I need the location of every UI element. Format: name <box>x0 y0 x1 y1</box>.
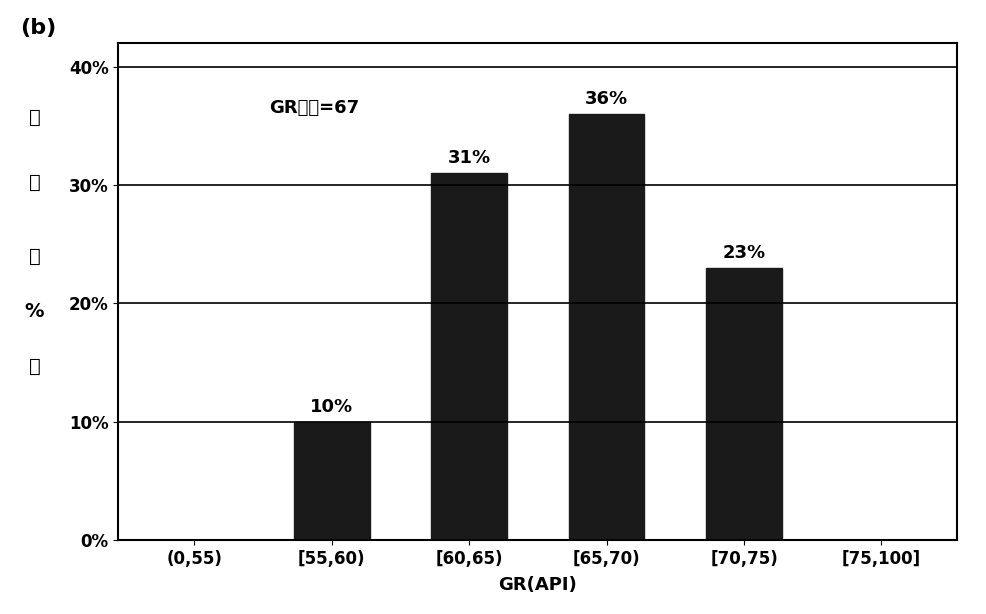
Text: 率: 率 <box>29 173 40 192</box>
Text: 31%: 31% <box>448 149 490 167</box>
Bar <box>431 173 507 540</box>
Text: 频: 频 <box>29 108 40 127</box>
Text: （: （ <box>29 247 40 266</box>
Text: 10%: 10% <box>310 398 353 416</box>
Text: 23%: 23% <box>722 244 765 262</box>
Bar <box>568 114 644 540</box>
X-axis label: GR(API): GR(API) <box>498 577 577 594</box>
Text: GR峰値=67: GR峰値=67 <box>269 99 359 117</box>
Bar <box>294 422 369 540</box>
Text: 36%: 36% <box>585 90 627 108</box>
Text: %: % <box>25 302 44 321</box>
Text: ）: ） <box>29 357 40 376</box>
Text: (b): (b) <box>20 18 56 39</box>
Bar <box>706 268 781 540</box>
